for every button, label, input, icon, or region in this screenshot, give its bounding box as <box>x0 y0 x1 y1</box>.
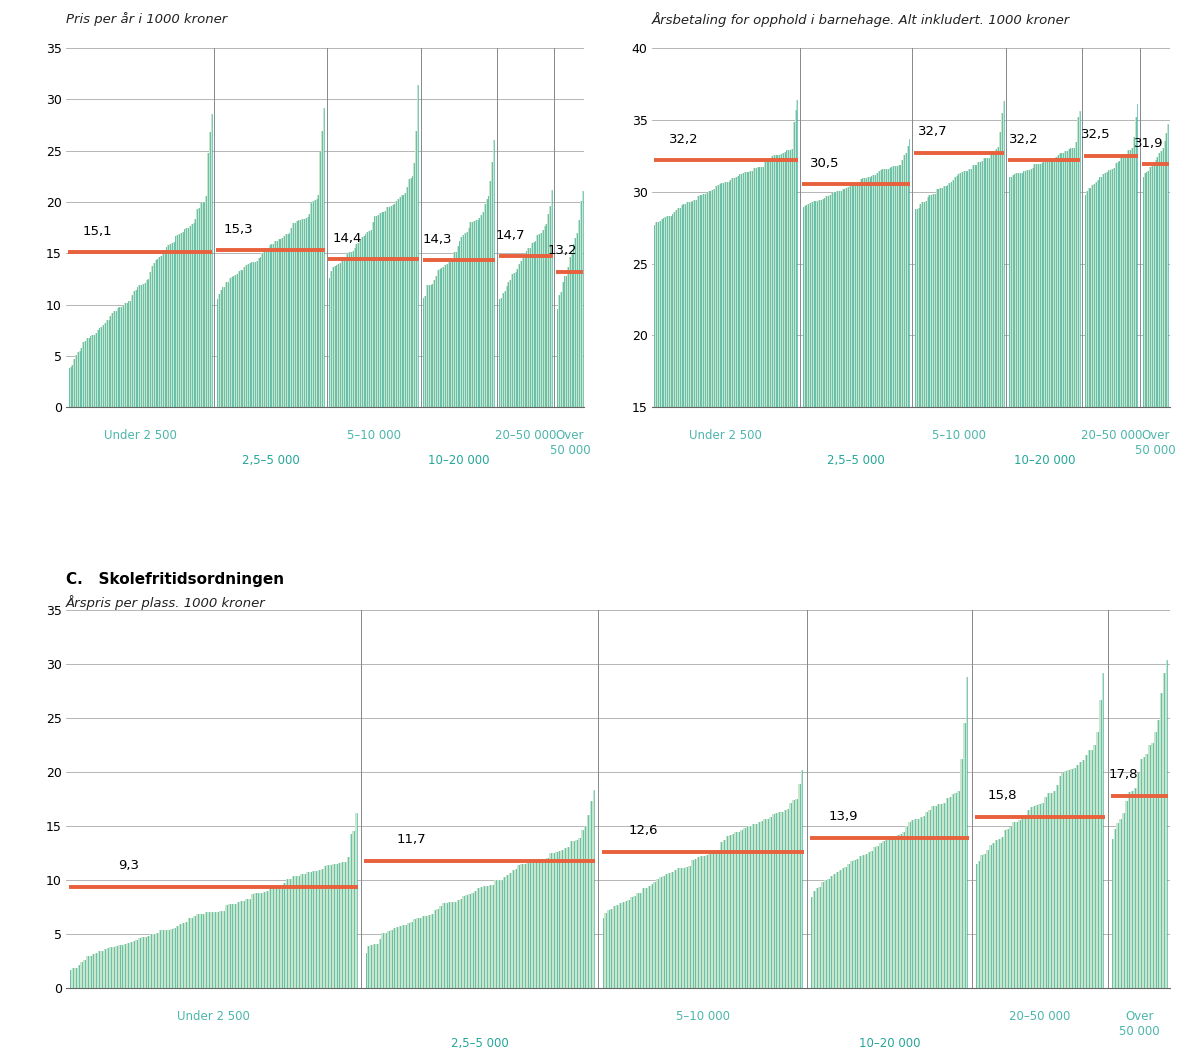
Text: 13,9: 13,9 <box>828 809 858 823</box>
Text: 14,3: 14,3 <box>424 233 452 246</box>
Text: 32,7: 32,7 <box>918 125 948 138</box>
Text: 5–10 000: 5–10 000 <box>932 429 986 442</box>
Text: 20–50 000: 20–50 000 <box>1009 1010 1070 1024</box>
Text: Over
50 000: Over 50 000 <box>550 429 590 457</box>
Text: 15,8: 15,8 <box>988 789 1016 802</box>
Text: 32,2: 32,2 <box>1009 133 1038 145</box>
Text: 17,8: 17,8 <box>1109 768 1139 781</box>
Text: Under 2 500: Under 2 500 <box>690 429 762 442</box>
Text: 30,5: 30,5 <box>810 157 839 170</box>
Text: 5–10 000: 5–10 000 <box>676 1010 730 1024</box>
Text: 10–20 000: 10–20 000 <box>858 1037 920 1049</box>
Text: 20–50 000: 20–50 000 <box>494 429 557 442</box>
Text: 15,3: 15,3 <box>224 223 253 236</box>
Text: 5–10 000: 5–10 000 <box>347 429 401 442</box>
Text: 13,2: 13,2 <box>547 244 577 257</box>
Text: Pris per år i 1000 kroner: Pris per år i 1000 kroner <box>66 12 227 25</box>
Text: 32,2: 32,2 <box>668 133 698 145</box>
Text: 2,5–5 000: 2,5–5 000 <box>451 1037 509 1049</box>
Text: C.   Skolefritidsordningen: C. Skolefritidsordningen <box>66 572 284 587</box>
Text: Under 2 500: Under 2 500 <box>103 429 176 442</box>
Text: 10–20 000: 10–20 000 <box>1014 455 1075 467</box>
Text: Over
50 000: Over 50 000 <box>1135 429 1176 457</box>
Text: 32,5: 32,5 <box>1081 129 1111 141</box>
Text: 31,9: 31,9 <box>1134 137 1163 150</box>
Text: 14,4: 14,4 <box>332 233 362 245</box>
Text: 20–50 000: 20–50 000 <box>1080 429 1142 442</box>
Text: Årspris per plass. 1000 kroner: Årspris per plass. 1000 kroner <box>66 595 265 610</box>
Text: 9,3: 9,3 <box>118 859 139 872</box>
Text: 11,7: 11,7 <box>397 834 427 846</box>
Text: Årsbetaling for opphold i barnehage. Alt inkludert. 1000 kroner: Årsbetaling for opphold i barnehage. Alt… <box>652 12 1070 27</box>
Text: 14,7: 14,7 <box>496 229 524 242</box>
Text: 2,5–5 000: 2,5–5 000 <box>241 455 299 467</box>
Text: 12,6: 12,6 <box>629 824 658 837</box>
Text: 10–20 000: 10–20 000 <box>428 455 490 467</box>
Text: 2,5–5 000: 2,5–5 000 <box>827 455 884 467</box>
Text: Under 2 500: Under 2 500 <box>178 1010 250 1024</box>
Text: Over
50 000: Over 50 000 <box>1120 1010 1160 1039</box>
Text: 15,1: 15,1 <box>83 225 113 238</box>
